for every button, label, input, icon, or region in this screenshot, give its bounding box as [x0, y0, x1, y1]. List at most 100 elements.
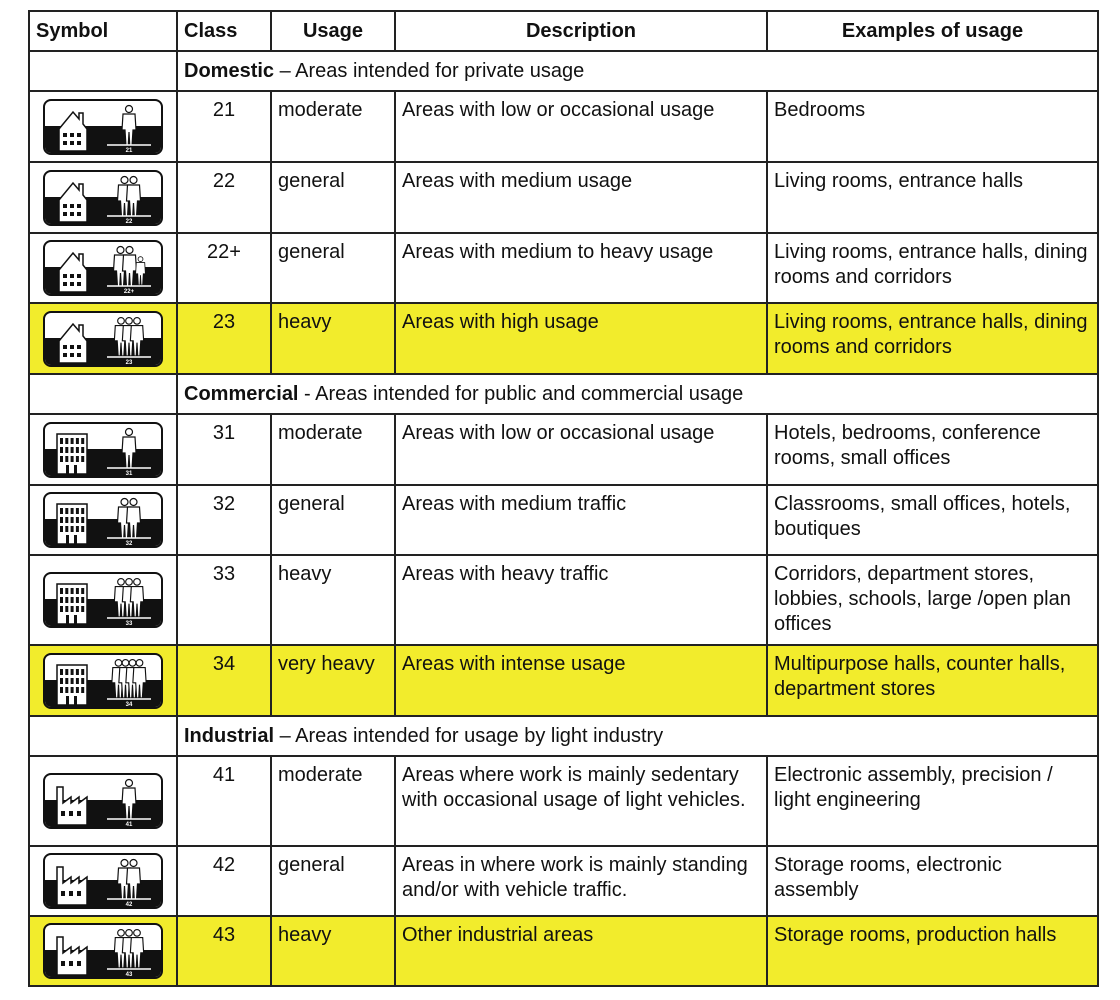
usage-cell: general	[270, 845, 396, 917]
table-row: 34 34 very heavy Areas with intense usag…	[28, 644, 1099, 717]
table-row: 33 33 heavy Areas with heavy traffic Cor…	[28, 554, 1099, 646]
usage-cell: heavy	[270, 302, 396, 375]
table-row: 22+ 22+ general Areas with medium to hea…	[28, 232, 1099, 304]
svg-text:22+: 22+	[124, 289, 135, 295]
usage-cell: general	[270, 161, 396, 234]
header-usage: Usage	[270, 10, 396, 52]
factory-usage-symbol-icon: 43	[30, 923, 176, 979]
examples-cell: Storage rooms, production halls	[766, 915, 1099, 987]
description-cell: Areas with low or occasional usage	[394, 413, 768, 486]
examples-cell: Bedrooms	[766, 90, 1099, 163]
class-cell: 33	[176, 554, 272, 646]
house-usage-symbol-icon: 23	[30, 310, 176, 367]
section-separator: –	[274, 724, 296, 747]
header-examples: Examples of usage	[766, 10, 1099, 52]
factory-usage-symbol-icon: 42	[30, 853, 176, 909]
usage-class-table: Symbol Class Usage Description Examples …	[28, 10, 1099, 987]
svg-text:22: 22	[126, 219, 133, 225]
description-cell: Areas with intense usage	[394, 644, 768, 717]
svg-text:23: 23	[126, 360, 133, 366]
usage-cell: heavy	[270, 554, 396, 646]
symbol-cell: 22+	[28, 232, 178, 304]
class-cell: 22+	[176, 232, 272, 304]
description-cell: Areas where work is mainly sedentary wit…	[394, 755, 768, 847]
class-cell: 22	[176, 161, 272, 234]
usage-cell: very heavy	[270, 644, 396, 717]
section-separator: -	[298, 382, 316, 405]
symbol-cell: 43	[28, 915, 178, 987]
class-cell: 31	[176, 413, 272, 486]
table-row: 31 31 moderate Areas with low or occasio…	[28, 413, 1099, 486]
symbol-cell: 23	[28, 302, 178, 375]
class-cell: 21	[176, 90, 272, 163]
examples-cell: Electronic assembly, precision / light e…	[766, 755, 1099, 847]
svg-text:42: 42	[126, 902, 133, 908]
symbol-cell: 31	[28, 413, 178, 486]
examples-cell: Storage rooms, electronic assembly	[766, 845, 1099, 917]
svg-text:31: 31	[126, 471, 133, 477]
examples-cell: Living rooms, entrance halls	[766, 161, 1099, 234]
office-usage-symbol-icon: 33	[30, 572, 176, 628]
description-cell: Areas with medium usage	[394, 161, 768, 234]
house-usage-symbol-icon: 22+	[30, 240, 176, 296]
section-subtitle: Areas intended for public and commercial…	[315, 382, 744, 405]
section-row-industrial: Industrial – Areas intended for usage by…	[28, 715, 1099, 757]
examples-cell: Multipurpose halls, counter halls, depar…	[766, 644, 1099, 717]
description-cell: Areas with heavy traffic	[394, 554, 768, 646]
section-title: Industrial	[184, 724, 275, 747]
svg-text:32: 32	[126, 541, 133, 547]
section-title: Commercial	[184, 382, 299, 405]
section-row-domestic: Domestic – Areas intended for private us…	[28, 50, 1099, 92]
usage-cell: moderate	[270, 413, 396, 486]
table-row: 23 23 heavy Areas with high usage Living…	[28, 302, 1099, 375]
header-description: Description	[394, 10, 768, 52]
usage-cell: moderate	[270, 90, 396, 163]
house-usage-symbol-icon: 22	[30, 169, 176, 226]
examples-cell: Corridors, department stores, lobbies, s…	[766, 554, 1099, 646]
svg-text:34: 34	[126, 702, 133, 708]
class-cell: 23	[176, 302, 272, 375]
examples-cell: Classrooms, small offices, hotels, bouti…	[766, 484, 1099, 556]
usage-cell: general	[270, 484, 396, 556]
usage-cell: general	[270, 232, 396, 304]
section-subtitle: Areas intended for usage by light indust…	[295, 724, 664, 747]
factory-usage-symbol-icon: 41	[30, 773, 176, 829]
symbol-cell: 22	[28, 161, 178, 234]
empty-cell	[28, 715, 178, 757]
section-heading: Commercial - Areas intended for public a…	[176, 373, 1099, 415]
symbol-cell: 42	[28, 845, 178, 917]
examples-cell: Living rooms, entrance halls, dining roo…	[766, 232, 1099, 304]
svg-text:21: 21	[126, 148, 133, 154]
description-cell: Areas with medium traffic	[394, 484, 768, 556]
usage-cell: heavy	[270, 915, 396, 987]
svg-text:43: 43	[126, 972, 133, 978]
table-row: 21 21 moderate Areas with low or occasio…	[28, 90, 1099, 163]
section-separator: –	[274, 59, 296, 82]
class-cell: 34	[176, 644, 272, 717]
office-usage-symbol-icon: 32	[30, 492, 176, 548]
description-cell: Areas with low or occasional usage	[394, 90, 768, 163]
section-heading: Domestic – Areas intended for private us…	[176, 50, 1099, 92]
house-usage-symbol-icon: 21	[30, 98, 176, 155]
symbol-cell: 34	[28, 644, 178, 717]
office-usage-symbol-icon: 31	[30, 421, 176, 478]
class-cell: 32	[176, 484, 272, 556]
description-cell: Areas with medium to heavy usage	[394, 232, 768, 304]
header-row: Symbol Class Usage Description Examples …	[28, 10, 1099, 52]
section-heading: Industrial – Areas intended for usage by…	[176, 715, 1099, 757]
table-row: 32 32 general Areas with medium traffic …	[28, 484, 1099, 556]
class-cell: 43	[176, 915, 272, 987]
table-row: 42 42 general Areas in where work is mai…	[28, 845, 1099, 917]
table-row: 41 41 moderate Areas where work is mainl…	[28, 755, 1099, 847]
examples-cell: Living rooms, entrance halls, dining roo…	[766, 302, 1099, 375]
section-subtitle: Areas intended for private usage	[295, 59, 585, 82]
header-symbol: Symbol	[28, 10, 178, 52]
empty-cell	[28, 373, 178, 415]
table-row: 22 22 general Areas with medium usage Li…	[28, 161, 1099, 234]
svg-text:33: 33	[126, 621, 133, 627]
table-row: 43 43 heavy Other industrial areas Stora…	[28, 915, 1099, 987]
description-cell: Areas in where work is mainly standing a…	[394, 845, 768, 917]
description-cell: Areas with high usage	[394, 302, 768, 375]
section-title: Domestic	[184, 59, 275, 82]
svg-text:41: 41	[126, 822, 133, 828]
